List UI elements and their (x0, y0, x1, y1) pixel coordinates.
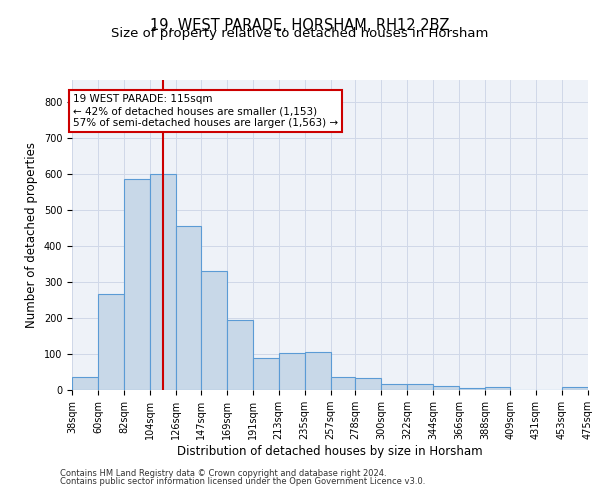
Text: 19, WEST PARADE, HORSHAM, RH12 2BZ: 19, WEST PARADE, HORSHAM, RH12 2BZ (150, 18, 450, 32)
Bar (124, 179, 150, 390)
Text: Size of property relative to detached houses in Horsham: Size of property relative to detached ho… (112, 28, 488, 40)
Bar (227, 320, 253, 390)
Text: 19 WEST PARADE: 115sqm
← 42% of detached houses are smaller (1,153)
57% of semi-: 19 WEST PARADE: 115sqm ← 42% of detached… (73, 94, 338, 128)
Bar (407, 384, 433, 390)
Bar (355, 378, 382, 390)
Bar (176, 226, 201, 390)
Bar (562, 387, 588, 390)
Bar (278, 353, 305, 390)
Y-axis label: Number of detached properties: Number of detached properties (25, 142, 38, 328)
Bar (305, 352, 331, 390)
Bar (201, 271, 227, 390)
Bar (253, 358, 278, 390)
Bar (150, 174, 176, 390)
Bar (72, 378, 98, 390)
X-axis label: Distribution of detached houses by size in Horsham: Distribution of detached houses by size … (177, 445, 483, 458)
Bar (331, 378, 355, 390)
Bar (459, 388, 485, 390)
Bar (433, 386, 459, 390)
Bar (382, 384, 407, 390)
Text: Contains public sector information licensed under the Open Government Licence v3: Contains public sector information licen… (60, 477, 425, 486)
Bar (485, 388, 510, 390)
Text: Contains HM Land Registry data © Crown copyright and database right 2024.: Contains HM Land Registry data © Crown c… (60, 468, 386, 477)
Bar (98, 294, 124, 390)
